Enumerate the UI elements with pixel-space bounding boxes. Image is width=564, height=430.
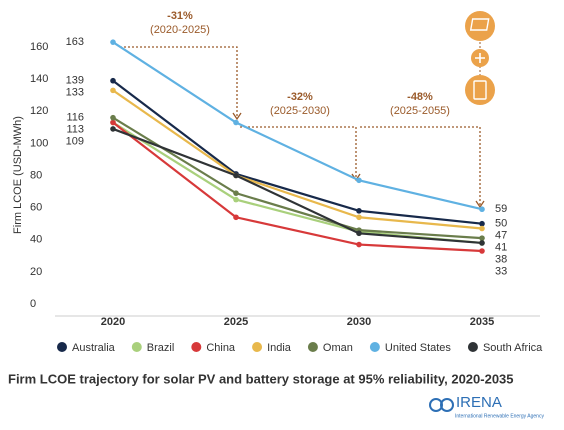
data-label: 116	[66, 112, 84, 124]
point	[479, 225, 485, 232]
series-line	[112, 121, 483, 253]
legend-label: Brazil	[147, 342, 175, 354]
y-tick-label: 160	[30, 41, 48, 53]
point	[110, 87, 116, 94]
y-axis-label: Firm LCOE (USD-MWh)	[12, 116, 24, 234]
annotation-sub: (2020-2025)	[150, 24, 210, 36]
data-label: 109	[66, 136, 84, 148]
y-tick-label: 80	[30, 169, 42, 181]
legend-marker	[307, 342, 318, 352]
point	[110, 119, 116, 126]
point	[356, 214, 362, 221]
x-tick-label: 2035	[470, 316, 494, 328]
data-label: 113	[66, 124, 84, 136]
point	[356, 177, 362, 184]
data-label: 59	[495, 203, 507, 215]
icon-battery	[465, 75, 495, 105]
point	[233, 196, 239, 203]
point	[479, 206, 485, 213]
point	[479, 220, 485, 227]
x-tick-label: 2025	[224, 316, 248, 328]
data-label: 50	[495, 218, 507, 230]
legend-marker	[57, 342, 67, 352]
point	[233, 214, 239, 221]
icon-solar-panel	[469, 18, 490, 31]
icon-solar	[465, 11, 495, 41]
logo-subtitle: International Renewable Energy Agency	[455, 413, 544, 419]
point	[233, 172, 239, 179]
data-label: 33	[495, 266, 507, 278]
legend-label: China	[206, 342, 236, 354]
point	[233, 119, 239, 126]
series-line	[112, 127, 483, 245]
icon-plus-sign	[475, 53, 485, 63]
point	[110, 77, 116, 84]
chart-title: Firm LCOE trajectory for solar PV and ba…	[8, 371, 514, 386]
series-line	[112, 116, 483, 240]
series-line	[112, 79, 483, 225]
y-tick-label: 140	[30, 73, 48, 85]
annotation: -48%	[407, 91, 433, 103]
arrow	[240, 126, 357, 178]
series-line	[112, 89, 483, 230]
y-tick-label: 60	[30, 202, 42, 214]
point	[110, 114, 116, 121]
annotation: -31%	[167, 10, 193, 22]
legend-label: Oman	[323, 342, 353, 354]
annotation-sub: (2025-2030)	[270, 105, 330, 117]
legend-label: South Africa	[483, 342, 543, 354]
y-tick-label: 0	[30, 298, 36, 310]
annotation: -32%	[287, 91, 313, 103]
data-label: 163	[66, 36, 84, 48]
point	[356, 241, 362, 248]
logo-name: IRENA	[456, 394, 502, 411]
logo-mark	[440, 398, 454, 412]
arrow	[120, 46, 238, 118]
point	[479, 248, 485, 254]
y-tick-label: 120	[30, 105, 48, 117]
point	[479, 240, 485, 246]
y-tick-label: 20	[30, 266, 42, 278]
annotation-sub: (2025-2055)	[390, 105, 450, 117]
data-label: 41	[495, 242, 507, 254]
legend-label: India	[267, 342, 292, 354]
arrow	[360, 126, 481, 205]
legend-label: United States	[385, 342, 452, 354]
legend-marker	[252, 342, 263, 352]
data-label: 38	[495, 254, 507, 266]
icon-battery-body	[473, 80, 487, 100]
series-line	[112, 41, 483, 211]
legend-marker	[131, 342, 142, 352]
point	[110, 126, 116, 132]
data-label: 133	[66, 87, 84, 99]
legend-marker	[191, 342, 202, 352]
point	[479, 235, 485, 241]
legend-marker	[369, 342, 380, 352]
point	[110, 39, 116, 45]
data-label: 139	[66, 75, 84, 87]
series-line	[112, 121, 483, 245]
y-tick-label: 40	[30, 234, 42, 246]
point	[233, 190, 239, 196]
legend-label: Australia	[72, 342, 116, 354]
legend-marker	[467, 342, 478, 352]
data-label: 47	[495, 230, 507, 242]
x-tick-label: 2020	[101, 316, 125, 328]
point	[356, 208, 362, 214]
y-tick-label: 100	[30, 137, 48, 149]
x-tick-label: 2030	[347, 316, 371, 328]
point	[356, 230, 362, 237]
